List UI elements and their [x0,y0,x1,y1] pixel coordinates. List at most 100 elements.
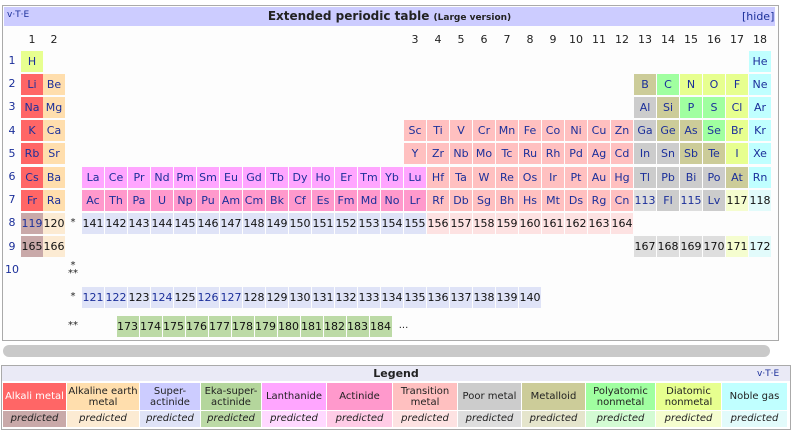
element-cell[interactable]: Sc [404,120,426,142]
element-cell[interactable]: Rb [21,143,43,165]
element-cell[interactable]: Cs [21,166,43,188]
element-cell[interactable]: In [634,143,656,165]
element-cell[interactable]: C [657,73,679,95]
element-cell[interactable]: Zn [611,120,633,142]
element-cell[interactable]: Xe [749,143,771,165]
element-cell[interactable]: Ta [450,166,472,188]
element-cell[interactable]: Er [335,166,357,188]
element-cell[interactable]: Tb [266,166,288,188]
element-cell[interactable]: Bh [496,189,518,211]
element-cell[interactable]: Ba [43,166,65,188]
element-cell[interactable]: Gd [243,166,265,188]
element-cell[interactable]: Rn [749,166,771,188]
element-cell[interactable]: Sm [197,166,219,188]
element-cell[interactable]: Sn [657,143,679,165]
navbar-links[interactable]: v·T·E [7,10,30,20]
element-cell[interactable]: Fl [657,189,679,211]
element-cell[interactable]: Pb [657,166,679,188]
element-cell[interactable]: Nb [450,143,472,165]
element-cell[interactable]: Hs [519,189,541,211]
element-cell[interactable]: K [21,120,43,142]
element-cell[interactable]: Ho [312,166,334,188]
element-cell[interactable]: Ir [542,166,564,188]
element-cell[interactable]: 127 [220,286,242,308]
element-cell[interactable]: Cm [243,189,265,211]
element-cell[interactable]: Pd [565,143,587,165]
element-cell[interactable]: V [450,120,472,142]
element-cell[interactable]: Ds [565,189,587,211]
element-cell[interactable]: 122 [105,286,127,308]
element-cell[interactable]: Fm [335,189,357,211]
element-cell[interactable]: Co [542,120,564,142]
element-cell[interactable]: 126 [197,286,219,308]
element-cell[interactable]: Db [450,189,472,211]
element-cell[interactable]: Hf [427,166,449,188]
element-cell[interactable]: La [82,166,104,188]
element-cell[interactable]: Md [358,189,380,211]
element-cell[interactable]: Mt [542,189,564,211]
element-cell[interactable]: Fr [21,189,43,211]
element-cell[interactable]: Se [703,120,725,142]
element-cell[interactable]: Fe [519,120,541,142]
element-cell[interactable]: Am [220,189,242,211]
element-cell[interactable]: Rh [542,143,564,165]
element-cell[interactable]: H [21,50,43,72]
element-cell[interactable]: Es [312,189,334,211]
element-cell[interactable]: Cd [611,143,633,165]
element-cell[interactable]: Ra [43,189,65,211]
element-cell[interactable]: Pt [565,166,587,188]
element-cell[interactable]: W [473,166,495,188]
element-cell[interactable]: Nd [151,166,173,188]
element-cell[interactable]: Te [703,143,725,165]
element-cell[interactable]: Po [703,166,725,188]
element-cell[interactable]: Pu [197,189,219,211]
element-cell[interactable]: Np [174,189,196,211]
element-cell[interactable]: Mg [43,96,65,118]
element-cell[interactable]: Bk [266,189,288,211]
element-cell[interactable]: Cl [726,96,748,118]
element-cell[interactable]: N [680,73,702,95]
element-cell[interactable]: U [151,189,173,211]
element-cell[interactable]: Lv [703,189,725,211]
element-cell[interactable]: Sg [473,189,495,211]
element-cell[interactable]: Lr [404,189,426,211]
element-cell[interactable]: P [680,96,702,118]
element-cell[interactable]: Al [634,96,656,118]
element-cell[interactable]: He [749,50,771,72]
element-cell[interactable]: Pa [128,189,150,211]
element-cell[interactable]: Hg [611,166,633,188]
element-cell[interactable]: Ac [82,189,104,211]
element-cell[interactable]: Ga [634,120,656,142]
element-cell[interactable]: Ru [519,143,541,165]
element-cell[interactable]: B [634,73,656,95]
element-cell[interactable]: Os [519,166,541,188]
element-cell[interactable]: Dy [289,166,311,188]
element-cell[interactable]: Yb [381,166,403,188]
element-cell[interactable]: Cn [611,189,633,211]
element-cell[interactable]: Kr [749,120,771,142]
element-cell[interactable]: At [726,166,748,188]
element-cell[interactable]: Y [404,143,426,165]
element-cell[interactable]: Ni [565,120,587,142]
element-cell[interactable]: Br [726,120,748,142]
element-cell[interactable]: Rg [588,189,610,211]
element-cell[interactable]: Pm [174,166,196,188]
element-cell[interactable]: Lu [404,166,426,188]
element-cell[interactable]: Be [43,73,65,95]
element-cell[interactable]: 124 [151,286,173,308]
element-cell[interactable]: Na [21,96,43,118]
element-cell[interactable]: Sr [43,143,65,165]
element-cell[interactable]: Tm [358,166,380,188]
element-cell[interactable]: Sb [680,143,702,165]
element-cell[interactable]: F [726,73,748,95]
element-cell[interactable]: Re [496,166,518,188]
element-cell[interactable]: Ag [588,143,610,165]
element-cell[interactable]: Bi [680,166,702,188]
element-cell[interactable]: Ge [657,120,679,142]
element-cell[interactable]: O [703,73,725,95]
element-cell[interactable]: I [726,143,748,165]
element-cell[interactable]: S [703,96,725,118]
element-cell[interactable]: Zr [427,143,449,165]
element-cell[interactable]: 115 [680,189,702,211]
element-cell[interactable]: Tl [634,166,656,188]
